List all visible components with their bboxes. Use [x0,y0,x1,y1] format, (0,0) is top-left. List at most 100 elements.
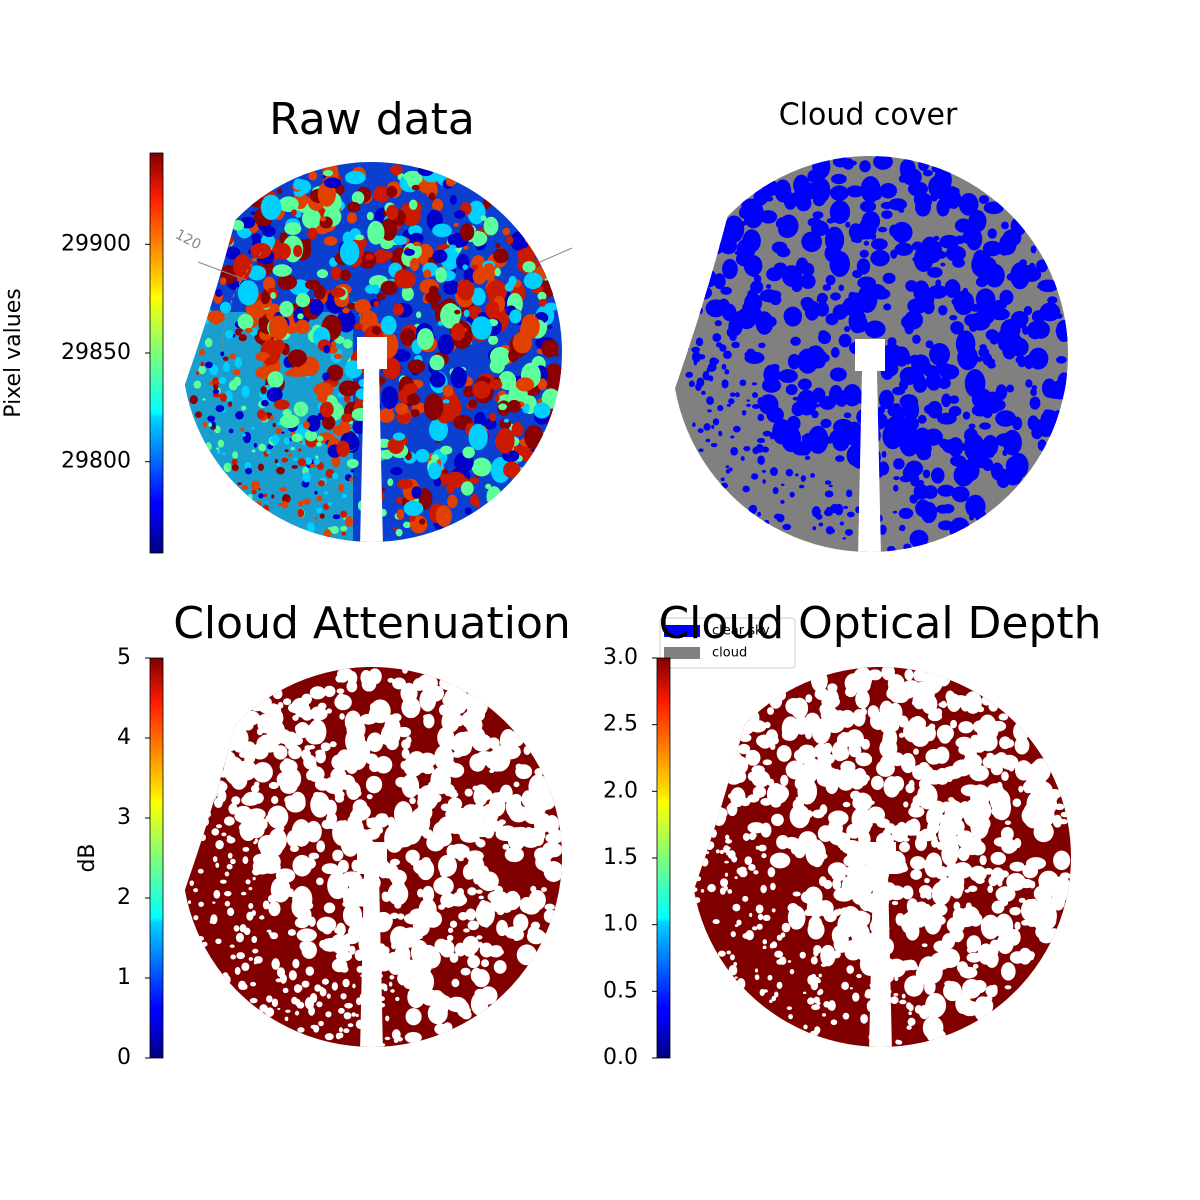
image-blob [261,399,269,407]
image-blob [439,939,455,958]
image-blob [194,411,203,418]
image-blob [218,377,227,385]
image-blob [767,974,773,981]
image-blob [682,346,689,351]
image-blob [922,169,933,177]
image-blob [293,244,303,258]
image-blob [462,245,469,250]
image-blob [385,1015,390,1022]
image-blob [365,284,377,294]
image-blob [268,781,279,790]
image-blob [338,420,351,436]
image-blob [742,933,750,939]
image-blob [403,248,415,256]
image-blob [774,383,781,389]
image-blob [738,733,752,743]
image-blob [302,498,311,505]
image-blob [472,230,485,247]
image-blob [824,508,833,517]
image-blob [934,746,950,764]
image-blob [918,443,927,452]
image-blob [962,868,972,878]
image-blob [796,389,818,416]
image-blob [963,753,982,770]
image-blob [970,837,979,848]
image-blob [248,957,253,961]
image-blob [859,249,869,258]
image-blob [993,808,1010,820]
image-blob [265,995,273,1003]
image-blob [1021,267,1042,282]
image-blob [911,912,927,928]
image-blob [1029,419,1046,433]
image-blob [391,713,402,722]
image-blob [277,701,284,709]
image-blob [440,892,457,908]
image-blob [698,785,720,814]
image-blob [845,489,853,498]
image-blob [1031,310,1047,323]
image-blob [537,378,548,391]
image-blob [723,215,745,243]
image-blob [907,753,913,757]
image-blob [425,696,433,702]
image-blob [202,774,210,782]
image-blob [202,398,206,401]
image-blob [786,415,801,432]
image-blob [762,945,767,950]
image-blob [346,212,358,224]
image-blob [224,900,231,907]
image-blob [843,304,849,310]
image-blob [929,343,951,366]
image-blob [272,422,276,428]
image-blob [793,174,810,196]
sky-image [675,156,1068,553]
image-blob [297,985,303,992]
image-blob [262,226,276,237]
legend-label: cloud [712,646,747,661]
image-blob [202,784,218,802]
image-blob [826,436,834,444]
image-blob [279,487,288,492]
image-blob [442,469,449,475]
image-blob [700,888,705,893]
image-blob [232,369,241,376]
image-blob [220,350,225,357]
image-blob [909,718,921,726]
image-blob [316,916,337,933]
image-blob [786,1006,793,1011]
image-blob [900,314,922,330]
image-blob [252,876,256,881]
image-blob [958,721,974,734]
image-blob [513,781,520,788]
image-blob [716,240,726,248]
image-blob [899,158,916,180]
image-blob [831,950,841,959]
image-blob [948,799,958,809]
image-blob [912,764,927,780]
image-blob [242,433,246,437]
image-blob [1029,396,1041,410]
image-blob [825,313,839,326]
image-blob [260,291,271,305]
image-blob [685,371,693,378]
image-blob [343,338,353,349]
image-blob [773,513,783,520]
image-blob [817,825,834,842]
image-blob [707,757,726,778]
image-blob [498,403,507,411]
image-blob [833,418,854,436]
colorbar-tick-label: 29850 [61,340,131,365]
image-blob [1033,885,1053,903]
image-blob [804,455,811,460]
image-blob [213,258,224,267]
image-blob [817,979,821,984]
image-blob [960,443,970,451]
image-blob [754,974,760,981]
image-blob [282,493,291,504]
image-blob [502,843,510,850]
image-blob [882,272,896,284]
image-blob [272,688,283,700]
image-blob [380,449,393,460]
image-blob [747,289,756,300]
